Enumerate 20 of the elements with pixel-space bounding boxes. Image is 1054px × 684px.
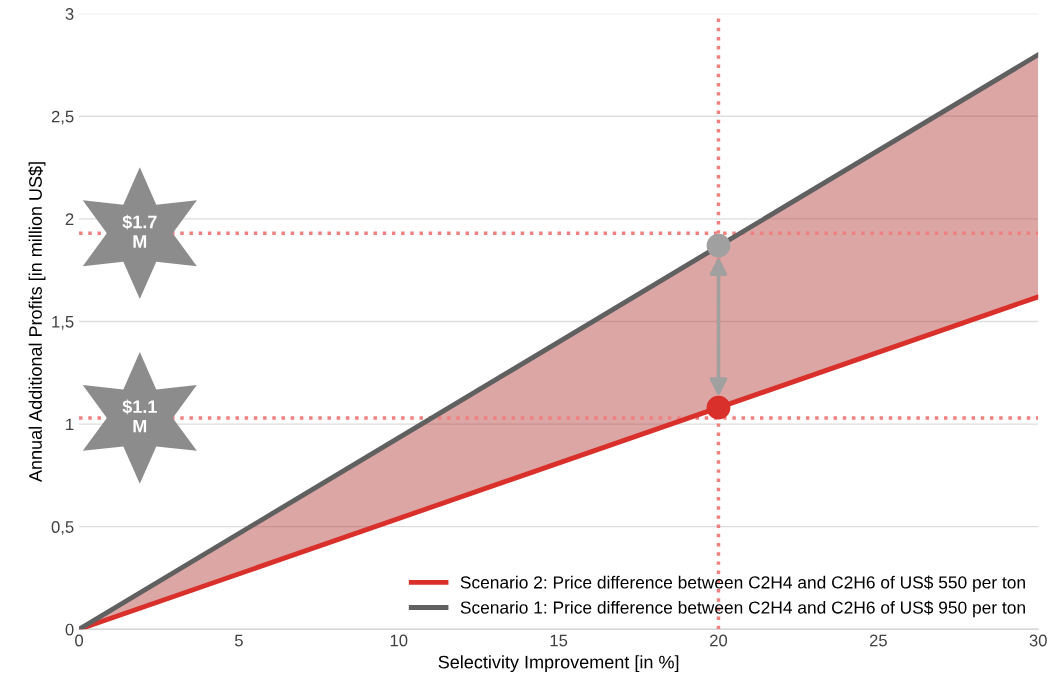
y-tick-label: 2 [65, 213, 74, 225]
x-tick-label: 0 [75, 634, 84, 647]
y-tick-label: 0,5 [51, 521, 74, 535]
y-tick-label: 1 [66, 418, 74, 431]
x-tick-label: 30 [1029, 634, 1047, 647]
x-tick-label: 20 [710, 634, 728, 647]
x-tick-label: 10 [390, 634, 408, 647]
y-tick-label: 3 [65, 8, 74, 20]
x-tick-label: 5 [234, 634, 243, 647]
x-axis-title: Selectivity Improvement [in %] [438, 655, 679, 673]
legend-label: Scenario 2: Price difference between C2H4 and C2H6 of US$ 550 per ton [460, 575, 1025, 592]
y-tick-label: 0 [65, 623, 74, 636]
x-tick-label: 25 [869, 634, 887, 647]
annotation: $1.7 M [122, 214, 157, 248]
x-tick-label: 15 [550, 634, 568, 647]
legend-label: Scenario 1: Price difference between C2H4 and C2H6 of US$ 950 per ton [460, 600, 1025, 618]
y-tick-label: 1,5 [52, 316, 74, 330]
y-tick-label: 2,5 [51, 110, 74, 125]
annotation: $1.1 M [122, 399, 157, 433]
y-axis-title: Annual Additional Profits [in million US$] [28, 162, 46, 483]
